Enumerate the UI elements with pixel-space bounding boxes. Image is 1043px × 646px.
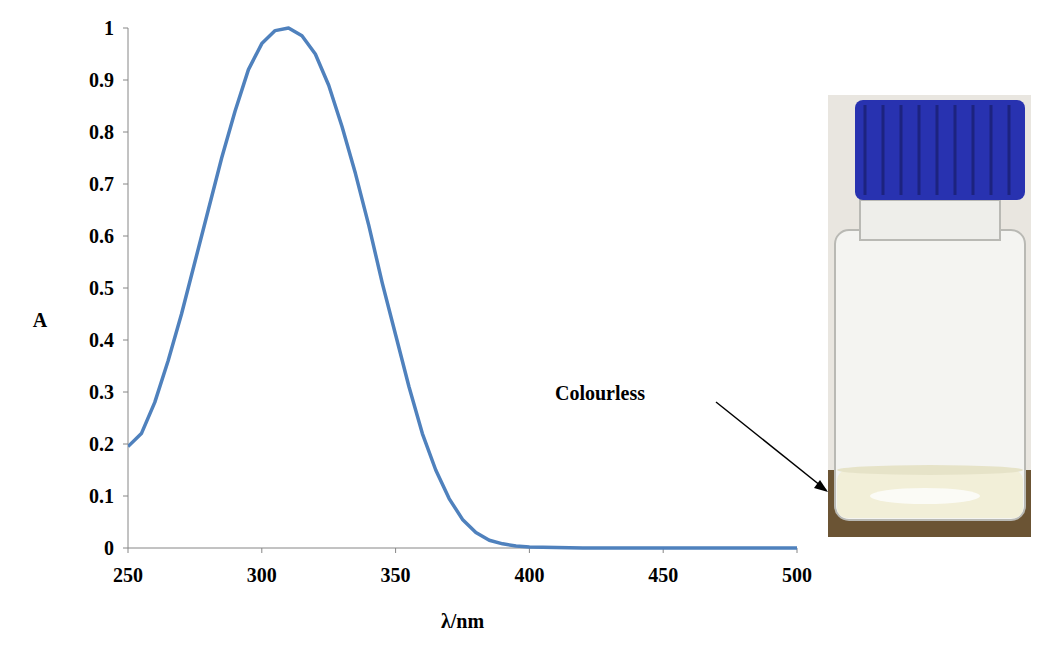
y-tick-label: 0.7 [89,173,114,195]
y-tick [123,444,128,445]
y-tick [123,288,128,289]
arrow-head [814,480,828,492]
vial-neck [860,200,1000,240]
y-tick [123,28,128,29]
annotation-arrow [716,402,826,490]
x-tick [529,548,530,553]
y-tick [123,548,128,549]
cap-ridge [882,105,885,195]
y-tick-label: 0.9 [89,69,114,91]
table-surface [828,470,1031,537]
x-axis-title: λ/nm [441,610,485,632]
y-tick-label: 1 [104,17,114,39]
y-tick-label: 0.4 [89,329,114,351]
cap-ridge [990,105,993,195]
x-tick [261,548,262,553]
vial-body [835,230,1025,520]
y-tick-label: 0.1 [89,485,114,507]
y-tick-label: 0.6 [89,225,114,247]
liquid-surface [837,465,1023,475]
x-tick-label: 250 [113,564,143,586]
cap-ridge [936,105,939,195]
y-tick [123,132,128,133]
cap-ridge [864,105,867,195]
chart: 0 0.1 0.2 0.3 0.4 0.5 0.6 0.7 0.8 0.9 1 250 300 350 40… [0,0,1043,646]
y-tick [123,496,128,497]
vial-cap [855,100,1025,200]
cap-ridge [972,105,975,195]
x-tick-label: 350 [381,564,411,586]
y-tick-label: 0.2 [89,433,114,455]
cap-ridge [954,105,957,195]
cap-ridge [1008,105,1011,195]
spectrum-line [128,28,797,548]
cap-ridge [900,105,903,195]
vial-photo [828,95,1031,537]
y-axis-title: A [33,309,48,331]
y-tick [123,184,128,185]
y-tick-label: 0 [104,537,114,559]
y-tick-label: 0.8 [89,121,114,143]
vial-liquid [837,470,1023,518]
y-tick [123,80,128,81]
annotation: Colourless [555,382,645,404]
y-tick-label: 0.3 [89,381,114,403]
stir-bar [870,488,980,504]
x-tick-label: 400 [514,564,544,586]
plot-area [128,28,797,548]
x-tick-label: 500 [782,564,812,586]
x-tick [395,548,396,553]
photo-background [828,95,1031,537]
cap-ridge [918,105,921,195]
x-tick-label: 300 [247,564,277,586]
y-tick-label: 0.5 [89,277,114,299]
y-tick [123,392,128,393]
y-tick [123,340,128,341]
x-tick-label: 450 [648,564,678,586]
x-tick [128,548,129,553]
y-tick [123,236,128,237]
